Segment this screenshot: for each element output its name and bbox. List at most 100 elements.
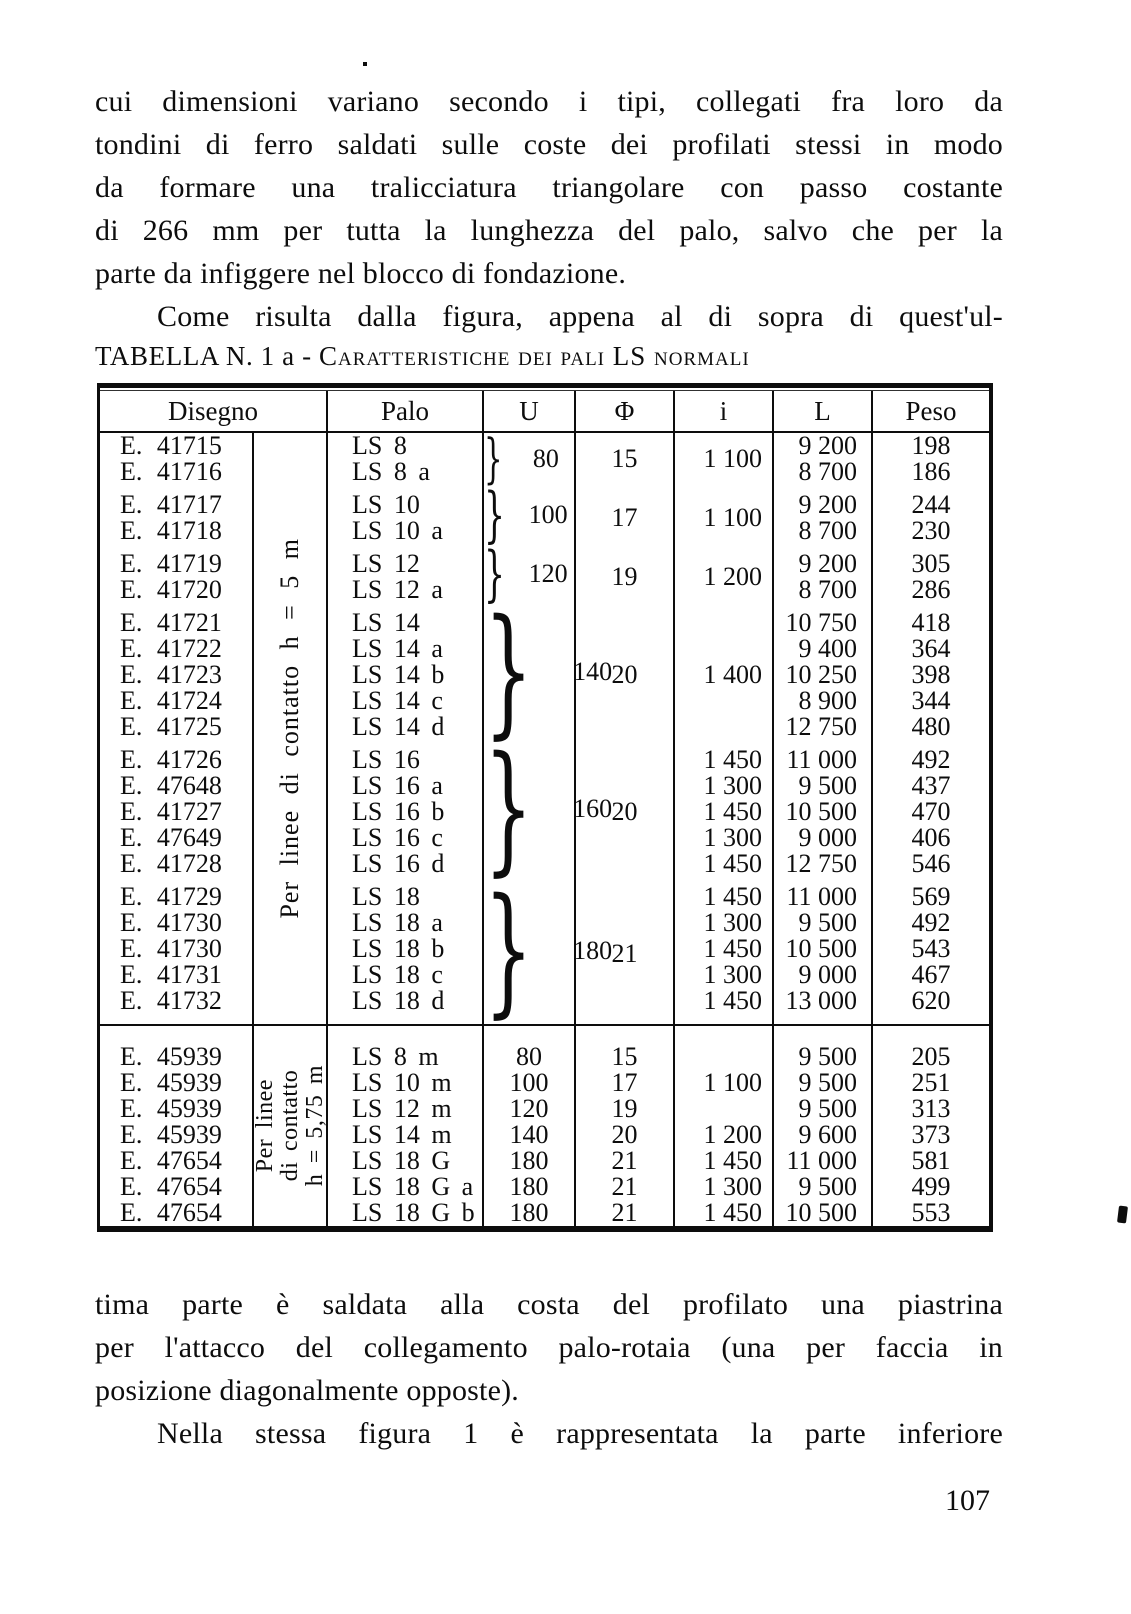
cell-i: 1 450 — [673, 1148, 773, 1174]
cell-i: 1 300 — [673, 910, 773, 936]
cell-l: 9 200 — [772, 544, 872, 577]
cell-l: 10 750 — [772, 603, 872, 636]
table-row: E. 41726 LS 16} 160 20 1 450 11 000 492 — [100, 738, 989, 878]
cell-palo: LS 18 G a — [326, 1174, 483, 1200]
cell-disegno: E. 41729 — [120, 882, 222, 911]
cell-u: 180 — [482, 1148, 575, 1174]
table-row: E. 41728 LS 16 d 1 450 12 750 546 — [100, 851, 989, 877]
cell-u-value: 80 — [532, 444, 559, 473]
cell-phi-group: 17 — [574, 485, 674, 544]
cell-peso: 286 — [871, 577, 989, 603]
group-brace: } — [484, 538, 506, 609]
cell-disegno: E. 45939 — [120, 1120, 222, 1149]
cell-u: 100 — [482, 1070, 575, 1096]
group-brace: } — [484, 726, 533, 890]
cell-palo: LS 14 c — [326, 688, 483, 714]
ink-speck — [363, 62, 367, 66]
table-row: E. 41717 LS 10} 100 17 1 100 9 200 244 — [100, 485, 989, 545]
cell-disegno: E. 47654 — [120, 1146, 222, 1175]
cell-peso: 186 — [871, 459, 989, 485]
cell-palo: LS 12 — [326, 544, 483, 577]
cell-l: 9 000 — [772, 962, 872, 988]
cell-palo: LS 18 c — [326, 962, 483, 988]
cell-l: 9 600 — [772, 1122, 872, 1148]
cell-u: 180 — [482, 1174, 575, 1200]
table-row: E. 41730 LS 18 b 1 450 10 500 543 — [100, 936, 989, 962]
cell-l: 11 000 — [772, 740, 872, 773]
cell-u-group: } 160 — [482, 726, 612, 890]
table-row: E. 47648 LS 16 a 1 300 9 500 437 — [100, 773, 989, 799]
cell-i: 1 300 — [673, 1174, 773, 1200]
cell-palo: LS 14 b — [326, 662, 483, 688]
cell-phi-group: 20 — [574, 740, 674, 877]
cell-l: 9 400 — [772, 636, 872, 662]
cell-i-group: 1 100 — [673, 485, 773, 544]
cell-peso: 406 — [871, 825, 989, 851]
table-row: E. 41719 LS 12} 120 19 1 200 9 200 305 — [100, 544, 989, 604]
table-top-rule-thin — [100, 390, 989, 391]
table-row: E. 45939 LS 14 m 140 20 1 200 9 600 373 — [100, 1122, 989, 1148]
cell-peso: 344 — [871, 688, 989, 714]
cell-peso: 569 — [871, 877, 989, 910]
cell-peso: 620 — [871, 988, 989, 1025]
cell-peso: 499 — [871, 1174, 989, 1200]
table-row: E. 41725 LS 14 d 12 750 480 — [100, 714, 989, 740]
text-line: tima parte è saldata alla costa del prof… — [95, 1288, 1003, 1321]
cell-phi: 21 — [574, 1148, 674, 1174]
cell-l: 9 500 — [772, 1070, 872, 1096]
cell-peso: 364 — [871, 636, 989, 662]
cell-disegno: E. 41730 — [120, 934, 222, 963]
cell-palo: LS 16 d — [326, 851, 483, 877]
cell-palo: LS 18 d — [326, 988, 483, 1025]
cell-peso: 581 — [871, 1148, 989, 1174]
group-brace: } — [484, 868, 533, 1032]
cell-palo: LS 10 — [326, 485, 483, 518]
cell-l: 13 000 — [772, 988, 872, 1025]
cell-l: 8 700 — [772, 577, 872, 603]
table-row: E. 47649 LS 16 c 1 300 9 000 406 — [100, 825, 989, 851]
cell-disegno: E. 41732 — [120, 986, 222, 1015]
cell-disegno: E. 41720 — [120, 575, 222, 604]
text-line: per l'attacco del collegamento palo-rota… — [95, 1331, 1003, 1364]
table-row: E. 41723 LS 14 b 10 250 398 — [100, 662, 989, 688]
cell-u-value: 100 — [528, 499, 568, 529]
cell-i-group: 1 200 — [673, 544, 773, 603]
cell-u-value: 160 — [573, 793, 613, 823]
paragraph-top: cui dimensioni variano secondo i tipi, c… — [95, 80, 1003, 338]
table-row: E. 41715 Per linee di contatto h = 5 m LS … — [100, 431, 989, 1025]
text-line: Come risulta dalla figura, appena al di … — [157, 300, 1003, 333]
cell-i-group: 1 400 — [673, 603, 773, 740]
cell-i: 1 450 — [673, 1200, 773, 1226]
section2-side-label: Per linee di contatto h = 5,75 m — [252, 1024, 328, 1226]
cell-l: 8 700 — [772, 459, 872, 485]
cell-phi-group: 21 — [574, 877, 674, 1025]
cell-phi-group: 19 — [574, 544, 674, 603]
cell-u-value: 180 — [573, 935, 613, 965]
table-header: Disegno Palo U Φ i L Peso — [100, 391, 989, 433]
cell-disegno: E. 45939 — [120, 1068, 222, 1097]
cell-u: 120 — [482, 1096, 575, 1122]
table-top-rule — [100, 383, 989, 388]
table-body: E. 41715 Per linee di contatto h = 5 m LS … — [100, 432, 989, 1226]
cell-l: 10 500 — [772, 1200, 872, 1226]
cell-i: 1 450 — [673, 740, 773, 773]
cell-phi: 20 — [574, 1122, 674, 1148]
cell-phi: 17 — [574, 1070, 674, 1096]
cell-phi: 15 — [574, 1024, 674, 1070]
cell-phi: 21 — [574, 1174, 674, 1200]
cell-palo: LS 14 a — [326, 636, 483, 662]
cell-u: 80 — [482, 1024, 575, 1070]
cell-palo: LS 16 a — [326, 773, 483, 799]
cell-peso: 205 — [871, 1024, 989, 1070]
cell-i: 1 300 — [673, 773, 773, 799]
text-line: Nella stessa figura 1 è rappresentata la… — [157, 1417, 1003, 1450]
cell-disegno: E. 41726 — [120, 745, 222, 774]
cell-peso: 230 — [871, 518, 989, 544]
data-table: Disegno Palo U Φ i L Peso E. 41715 Per li… — [100, 391, 989, 1226]
group-brace: } — [484, 589, 533, 753]
cell-l: 9 200 — [772, 485, 872, 518]
cell-l: 9 500 — [772, 1096, 872, 1122]
cell-u-group: } 180 — [482, 868, 612, 1032]
cell-disegno: E. 41715 — [120, 431, 222, 460]
cell-l: 11 000 — [772, 877, 872, 910]
